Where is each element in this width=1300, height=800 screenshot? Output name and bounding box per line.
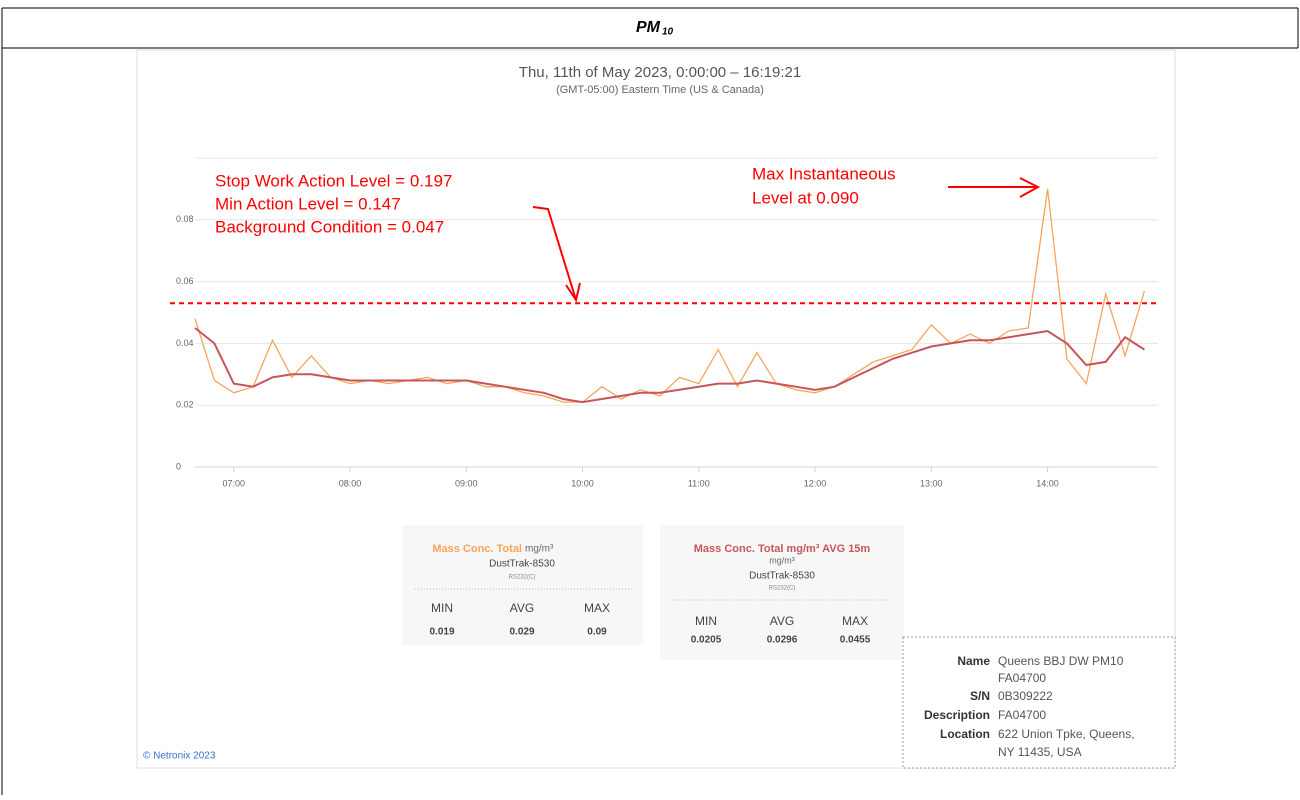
x-tick-label: 11:00 [688, 478, 710, 488]
arrow [532, 206, 577, 301]
legend-bg [660, 525, 904, 660]
info-box [902, 636, 1176, 769]
stat-value: 0.0205 [691, 635, 722, 646]
info-value: FA04700 [998, 708, 1046, 722]
legend-unit: mg/m³ [769, 555, 795, 565]
legend-name: Mass Conc. Total [432, 543, 522, 555]
stat-label: MIN [695, 614, 717, 628]
stat-label: AVG [770, 614, 794, 628]
info-key: Description [924, 708, 990, 722]
info-value: NY 11435, USA [998, 745, 1082, 759]
x-tick-label: 14:00 [1036, 478, 1059, 488]
port: RS232(C) [769, 586, 796, 592]
header-subscript: 10 [662, 27, 674, 38]
y-tick-label: 0.06 [176, 276, 194, 286]
stat-label: AVG [510, 601, 534, 615]
x-tick-label: 07:00 [222, 478, 245, 488]
x-tick-label: 08:00 [339, 478, 362, 488]
legend-name: Mass Conc. Total mg/m³ AVG 15m [694, 543, 871, 555]
series-line [194, 188, 1146, 403]
series-line [194, 327, 1145, 404]
arrow-head [1019, 177, 1041, 198]
annotation: Min Action Level = 0.147 [215, 194, 401, 213]
stat-value: 0.09 [587, 627, 607, 638]
info-key: Name [957, 654, 990, 668]
info-key: S/N [970, 689, 990, 703]
stat-label: MAX [584, 601, 610, 615]
y-tick-label: 0.04 [176, 338, 194, 348]
info-value: Queens BBJ DW PM10 [998, 654, 1124, 668]
info-value: FA04700 [998, 671, 1046, 685]
chart-subtitle: (GMT-05:00) Eastern Time (US & Canada) [556, 84, 764, 96]
info-key: Location [940, 727, 990, 741]
footer: © Netronix 2023 [143, 751, 216, 762]
legend-box: Mass Conc. Total mg/m³ AVG 15m mg/m³ Dus… [660, 525, 904, 660]
x-tick-label: 10:00 [571, 478, 594, 488]
arrow-head [565, 282, 581, 303]
chart-title: Thu, 11th of May 2023, 0:00:00 – 16:19:2… [519, 64, 801, 81]
stat-value: 0.019 [429, 627, 454, 638]
x-tick-label: 13:00 [920, 478, 943, 488]
stat-value: 0.0296 [767, 635, 798, 646]
info-value: 0B309222 [998, 689, 1053, 703]
x-tick-label: 12:00 [804, 478, 827, 488]
y-tick-label: 0.08 [176, 214, 194, 224]
legend-unit: mg/m³ [525, 544, 554, 555]
device: DustTrak-8530 [489, 559, 555, 570]
port: RS232(C) [509, 575, 536, 581]
x-tick-label: 09:00 [455, 478, 478, 488]
annotation: Level at 0.090 [752, 188, 859, 207]
legend-box: Mass Conc. Total mg/m³ DustTrak-8530 RS2… [402, 525, 643, 645]
stat-label: MIN [431, 601, 453, 615]
y-tick-label: 0.02 [176, 400, 194, 410]
device: DustTrak-8530 [749, 571, 815, 582]
info-value: 622 Union Tpke, Queens, [998, 727, 1135, 741]
annotation: Background Condition = 0.047 [215, 217, 444, 236]
header-title: PM [636, 19, 661, 36]
annotation: Max Instantaneous [752, 164, 896, 183]
annotation: Stop Work Action Level = 0.197 [215, 171, 452, 190]
y-tick-label: 0 [176, 461, 181, 471]
plot: 0 0.02 0.04 0.06 0.08 07:00 08:00 09:00 10:00 11:… [170, 157, 1158, 488]
legend-bg [402, 525, 643, 645]
stat-value: 0.0455 [840, 635, 871, 646]
stat-label: MAX [842, 614, 868, 628]
stat-value: 0.029 [509, 627, 534, 638]
